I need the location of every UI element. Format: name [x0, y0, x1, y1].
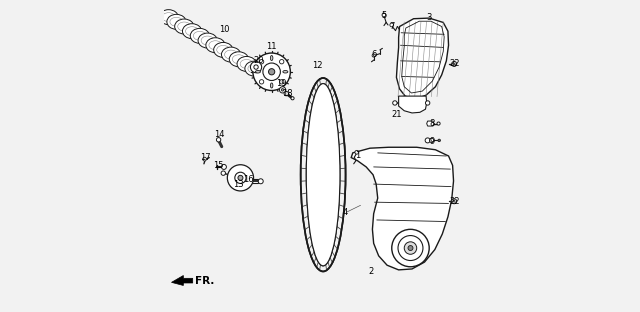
- Ellipse shape: [214, 42, 233, 57]
- Polygon shape: [351, 147, 454, 270]
- Circle shape: [372, 54, 375, 57]
- Circle shape: [426, 101, 430, 105]
- Polygon shape: [427, 121, 434, 126]
- Text: 5: 5: [381, 11, 387, 20]
- Text: 17: 17: [200, 153, 211, 162]
- Circle shape: [382, 13, 386, 17]
- Text: 19: 19: [276, 79, 286, 88]
- Circle shape: [221, 164, 227, 169]
- Ellipse shape: [175, 19, 194, 34]
- Circle shape: [452, 199, 457, 204]
- Circle shape: [235, 172, 246, 183]
- Text: 22: 22: [449, 197, 460, 206]
- Circle shape: [280, 80, 284, 84]
- Ellipse shape: [206, 38, 225, 53]
- Circle shape: [437, 122, 440, 125]
- Ellipse shape: [182, 24, 202, 39]
- Circle shape: [216, 138, 221, 142]
- Circle shape: [393, 101, 397, 105]
- Circle shape: [390, 23, 394, 27]
- Ellipse shape: [270, 56, 273, 61]
- Circle shape: [398, 236, 423, 261]
- Circle shape: [392, 229, 429, 267]
- Circle shape: [280, 87, 285, 93]
- Text: 1: 1: [355, 152, 360, 160]
- Circle shape: [258, 179, 263, 184]
- Text: 7: 7: [389, 22, 394, 31]
- Circle shape: [282, 89, 284, 91]
- Circle shape: [453, 63, 455, 65]
- Ellipse shape: [307, 84, 340, 266]
- Ellipse shape: [245, 61, 264, 76]
- Text: 9: 9: [429, 138, 435, 146]
- Ellipse shape: [283, 71, 288, 73]
- Circle shape: [425, 138, 430, 143]
- Ellipse shape: [159, 10, 179, 25]
- Text: 12: 12: [312, 61, 322, 70]
- Text: 15: 15: [213, 161, 224, 170]
- Circle shape: [429, 138, 434, 143]
- Text: 22: 22: [449, 60, 460, 68]
- Circle shape: [227, 165, 253, 191]
- Text: 20: 20: [253, 56, 264, 65]
- Circle shape: [269, 69, 275, 75]
- Circle shape: [291, 97, 294, 100]
- Text: 10: 10: [220, 25, 230, 34]
- Circle shape: [284, 91, 289, 96]
- Text: 8: 8: [429, 119, 435, 128]
- Ellipse shape: [237, 56, 256, 71]
- Text: 21: 21: [391, 110, 402, 119]
- Text: FR.: FR.: [195, 276, 214, 286]
- Circle shape: [203, 157, 207, 161]
- Circle shape: [438, 139, 440, 142]
- Circle shape: [253, 53, 291, 90]
- Circle shape: [221, 171, 225, 175]
- Text: 16: 16: [244, 175, 254, 184]
- Circle shape: [238, 175, 243, 180]
- Circle shape: [408, 246, 413, 251]
- Text: 6: 6: [371, 50, 376, 59]
- Polygon shape: [237, 175, 257, 183]
- Ellipse shape: [198, 33, 218, 48]
- Circle shape: [259, 60, 264, 64]
- Text: 4: 4: [342, 208, 348, 217]
- Ellipse shape: [190, 28, 209, 43]
- Ellipse shape: [167, 14, 186, 29]
- Polygon shape: [396, 18, 449, 99]
- Text: 11: 11: [266, 42, 277, 51]
- Text: 18: 18: [282, 89, 292, 98]
- Text: 3: 3: [426, 13, 432, 22]
- Circle shape: [263, 63, 280, 80]
- Circle shape: [355, 150, 358, 154]
- Ellipse shape: [307, 84, 340, 266]
- Ellipse shape: [229, 52, 248, 67]
- Circle shape: [453, 200, 455, 202]
- Polygon shape: [172, 275, 193, 285]
- Circle shape: [254, 65, 258, 69]
- Circle shape: [253, 66, 259, 72]
- Text: 13: 13: [232, 180, 243, 188]
- Ellipse shape: [221, 47, 241, 62]
- Ellipse shape: [270, 83, 273, 88]
- Text: 2: 2: [369, 267, 374, 276]
- Ellipse shape: [255, 71, 260, 73]
- Circle shape: [250, 61, 262, 73]
- Polygon shape: [399, 96, 427, 113]
- Circle shape: [280, 60, 284, 64]
- Circle shape: [259, 80, 264, 84]
- Circle shape: [404, 242, 417, 254]
- Circle shape: [452, 61, 457, 66]
- Text: 14: 14: [214, 130, 225, 139]
